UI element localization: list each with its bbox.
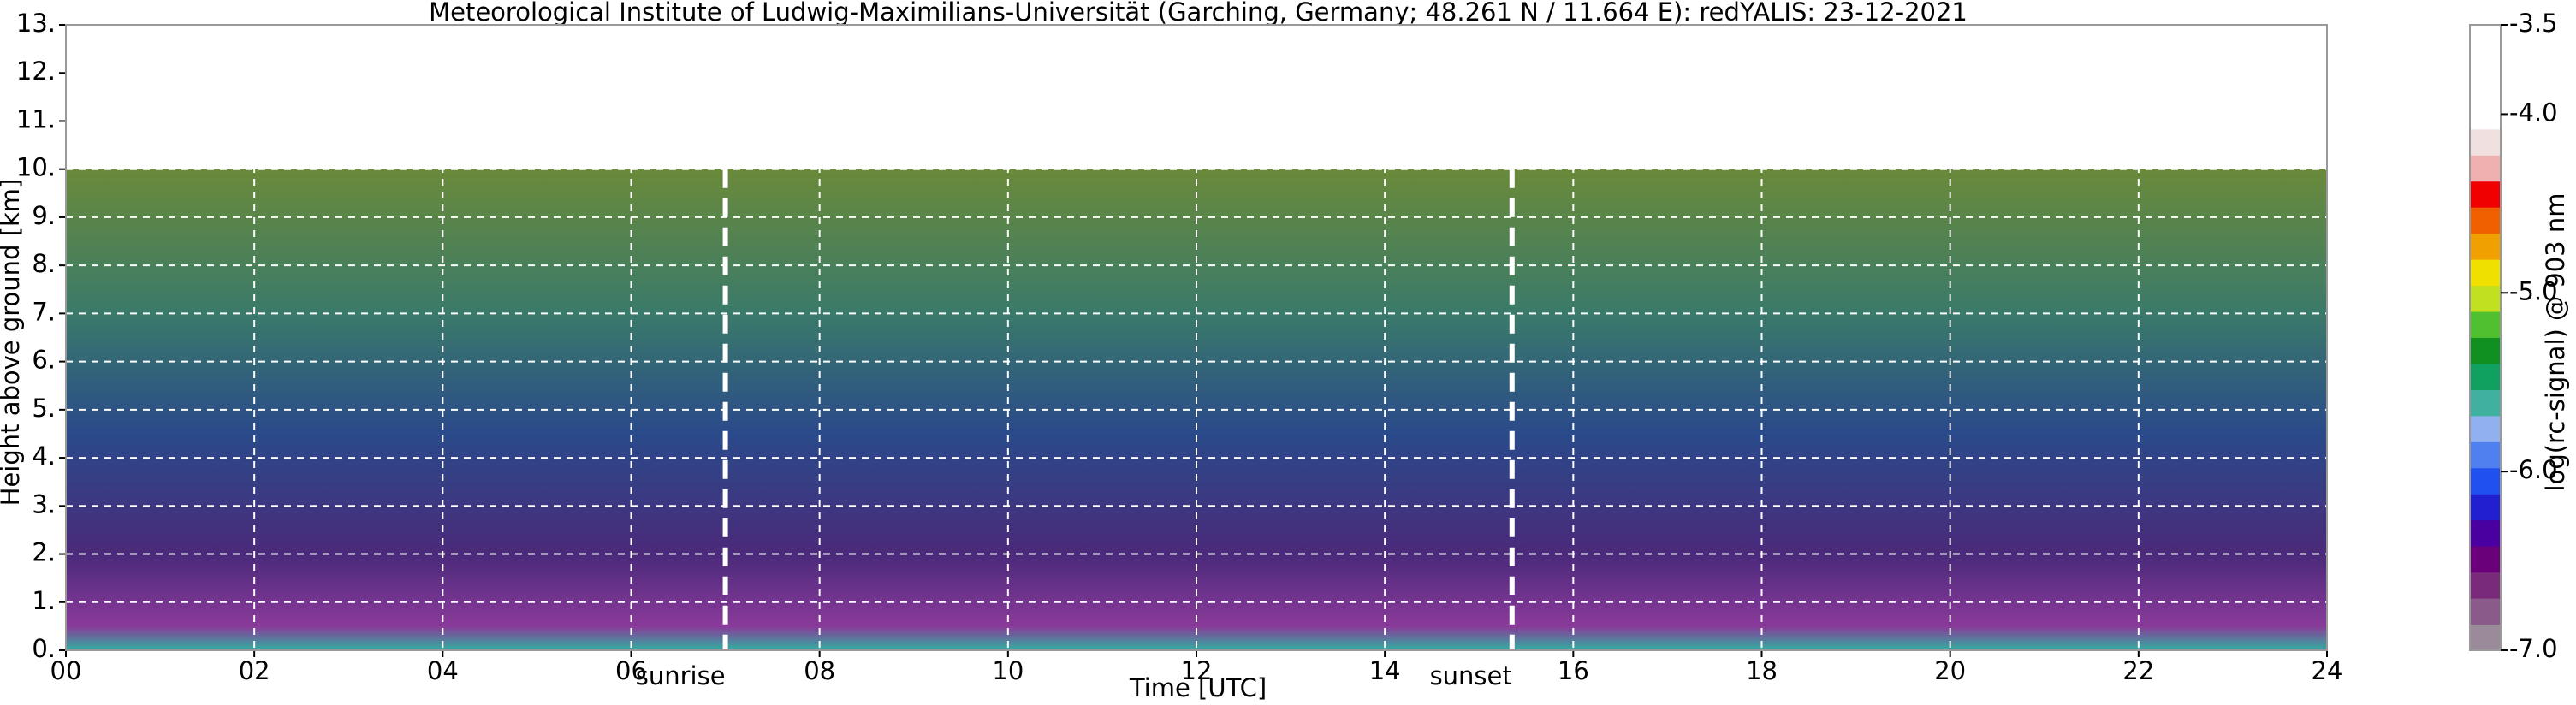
x-tick-label: 00 bbox=[50, 656, 82, 685]
x-tick-label: 04 bbox=[427, 656, 459, 685]
colorbar-tick-label: -7.0 bbox=[2509, 634, 2558, 663]
colorbar-band bbox=[2470, 546, 2501, 573]
x-tick-label: 06 bbox=[615, 656, 647, 685]
colorbar-band bbox=[2470, 624, 2501, 651]
colorbar-band bbox=[2470, 389, 2501, 417]
y-tick-label: 8. bbox=[32, 249, 56, 278]
y-tick-label: 11. bbox=[16, 104, 56, 133]
x-tick-label: 14 bbox=[1369, 656, 1401, 685]
chart-title: Meteorological Institute of Ludwig-Maxim… bbox=[429, 0, 1968, 27]
y-tick-label: 6. bbox=[32, 346, 56, 375]
colorbar-band bbox=[2470, 25, 2501, 51]
colorbar-band bbox=[2470, 337, 2501, 364]
colorbar-tick-label: -5.0 bbox=[2509, 276, 2558, 305]
annotation-label: sunset bbox=[1430, 661, 1512, 690]
x-axis-label: Time [UTC] bbox=[1129, 673, 1267, 702]
y-tick-label: 7. bbox=[32, 297, 56, 326]
x-tick-label: 02 bbox=[239, 656, 270, 685]
colorbar-tick-label: -4.0 bbox=[2509, 98, 2558, 127]
colorbar-band bbox=[2470, 441, 2501, 469]
y-tick-label: 12. bbox=[16, 56, 56, 86]
colorbar-band bbox=[2470, 76, 2501, 104]
colorbar-band bbox=[2470, 103, 2501, 130]
annotation-label: sunrise bbox=[636, 661, 726, 690]
colorbar-label: log(rc-signal) @ 903 nm bbox=[2541, 193, 2570, 492]
colorbar-band bbox=[2470, 285, 2501, 312]
y-axis-label: Height above ground [km] bbox=[0, 179, 25, 507]
x-tick-label: 12 bbox=[1181, 656, 1213, 685]
y-tick-label: 0. bbox=[32, 634, 56, 663]
y-tick-label: 1. bbox=[32, 586, 56, 615]
colorbar-band bbox=[2470, 181, 2501, 208]
plot-frame bbox=[65, 24, 2328, 651]
colorbar-band bbox=[2470, 415, 2501, 442]
colorbar-band bbox=[2470, 363, 2501, 390]
y-tick-label: 3. bbox=[32, 489, 56, 518]
y-tick-label: 5. bbox=[32, 394, 56, 423]
x-tick-label: 10 bbox=[992, 656, 1024, 685]
x-tick-label: 16 bbox=[1558, 656, 1589, 685]
colorbar-band bbox=[2470, 572, 2501, 599]
colorbar-frame bbox=[2469, 24, 2502, 651]
colorbar-band bbox=[2470, 598, 2501, 625]
colorbar-band bbox=[2470, 259, 2501, 287]
x-tick-label: 08 bbox=[804, 656, 835, 685]
colorbar-band bbox=[2470, 207, 2501, 234]
x-tick-label: 18 bbox=[1746, 656, 1778, 685]
colorbar-band bbox=[2470, 128, 2501, 156]
colorbar-band bbox=[2470, 155, 2501, 182]
x-tick-label: 24 bbox=[2312, 656, 2343, 685]
colorbar-tick-label: -3.5 bbox=[2509, 9, 2558, 38]
y-tick-label: 2. bbox=[32, 538, 56, 567]
y-tick-label: 9. bbox=[32, 201, 56, 230]
colorbar-band bbox=[2470, 233, 2501, 260]
colorbar-tick-label: -6.0 bbox=[2509, 455, 2558, 484]
y-tick-label: 13. bbox=[16, 9, 56, 38]
y-tick-label: 10. bbox=[16, 153, 56, 182]
x-tick-label: 22 bbox=[2122, 656, 2154, 685]
colorbar-band bbox=[2470, 50, 2501, 78]
colorbar-band bbox=[2470, 519, 2501, 547]
colorbar-band bbox=[2470, 494, 2501, 521]
colorbar-band bbox=[2470, 467, 2501, 495]
x-tick-label: 20 bbox=[1934, 656, 1966, 685]
y-tick-label: 4. bbox=[32, 441, 56, 471]
colorbar-band bbox=[2470, 311, 2501, 338]
